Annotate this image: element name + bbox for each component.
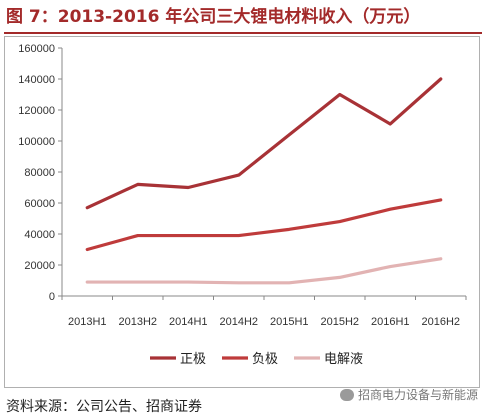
chart-legend: 正极 负极 电解液 bbox=[150, 352, 363, 367]
wechat-icon bbox=[339, 388, 354, 401]
y-axis-tick-labels: 0 20000 40000 60000 80000 100000 120000 140000 1… bbox=[18, 43, 55, 303]
y-tick-label: 20000 bbox=[24, 260, 55, 272]
y-tick-label: 100000 bbox=[18, 136, 55, 148]
series-line-1 bbox=[85, 198, 443, 252]
chart-series bbox=[85, 77, 443, 285]
watermark: 招商电力设备与新能源 bbox=[339, 386, 478, 403]
y-tick-label: 140000 bbox=[18, 74, 55, 86]
watermark-text: 招商电力设备与新能源 bbox=[357, 388, 478, 402]
y-tick-label: 80000 bbox=[24, 167, 55, 179]
x-tick-label: 2016H2 bbox=[421, 316, 460, 328]
y-tick-label: 40000 bbox=[24, 229, 55, 241]
y-tick-label: 160000 bbox=[18, 43, 55, 55]
figure-title: 图 7：2013-2016 年公司三大锂电材料收入（万元） bbox=[6, 7, 421, 27]
series-line-2 bbox=[85, 257, 443, 285]
y-tick-label: 60000 bbox=[24, 198, 55, 210]
y-tick-label: 0 bbox=[49, 291, 55, 303]
chart-axes bbox=[58, 47, 467, 300]
x-tick-label: 2013H2 bbox=[118, 316, 157, 328]
x-tick-label: 2013H1 bbox=[68, 316, 107, 328]
x-tick-label: 2015H1 bbox=[270, 316, 309, 328]
x-axis-tick-labels: 2013H1 2013H2 2014H1 2014H2 2015H1 2015H2 2016… bbox=[68, 316, 460, 328]
title-divider bbox=[4, 32, 482, 34]
series-line-0 bbox=[85, 77, 443, 210]
x-tick-label: 2016H1 bbox=[371, 316, 410, 328]
chart-frame bbox=[4, 36, 480, 388]
source-note: 资料来源：公司公告、招商证券 bbox=[6, 399, 202, 415]
legend-label-0: 正极 bbox=[180, 352, 206, 367]
x-tick-label: 2014H2 bbox=[219, 316, 258, 328]
x-tick-label: 2015H2 bbox=[320, 316, 359, 328]
legend-label-2: 电解液 bbox=[324, 352, 363, 367]
line-chart: 0 20000 40000 60000 80000 100000 120000 140000 1… bbox=[18, 43, 467, 367]
x-tick-label: 2014H1 bbox=[169, 316, 208, 328]
legend-label-1: 负极 bbox=[252, 352, 278, 367]
y-tick-label: 120000 bbox=[18, 105, 55, 117]
